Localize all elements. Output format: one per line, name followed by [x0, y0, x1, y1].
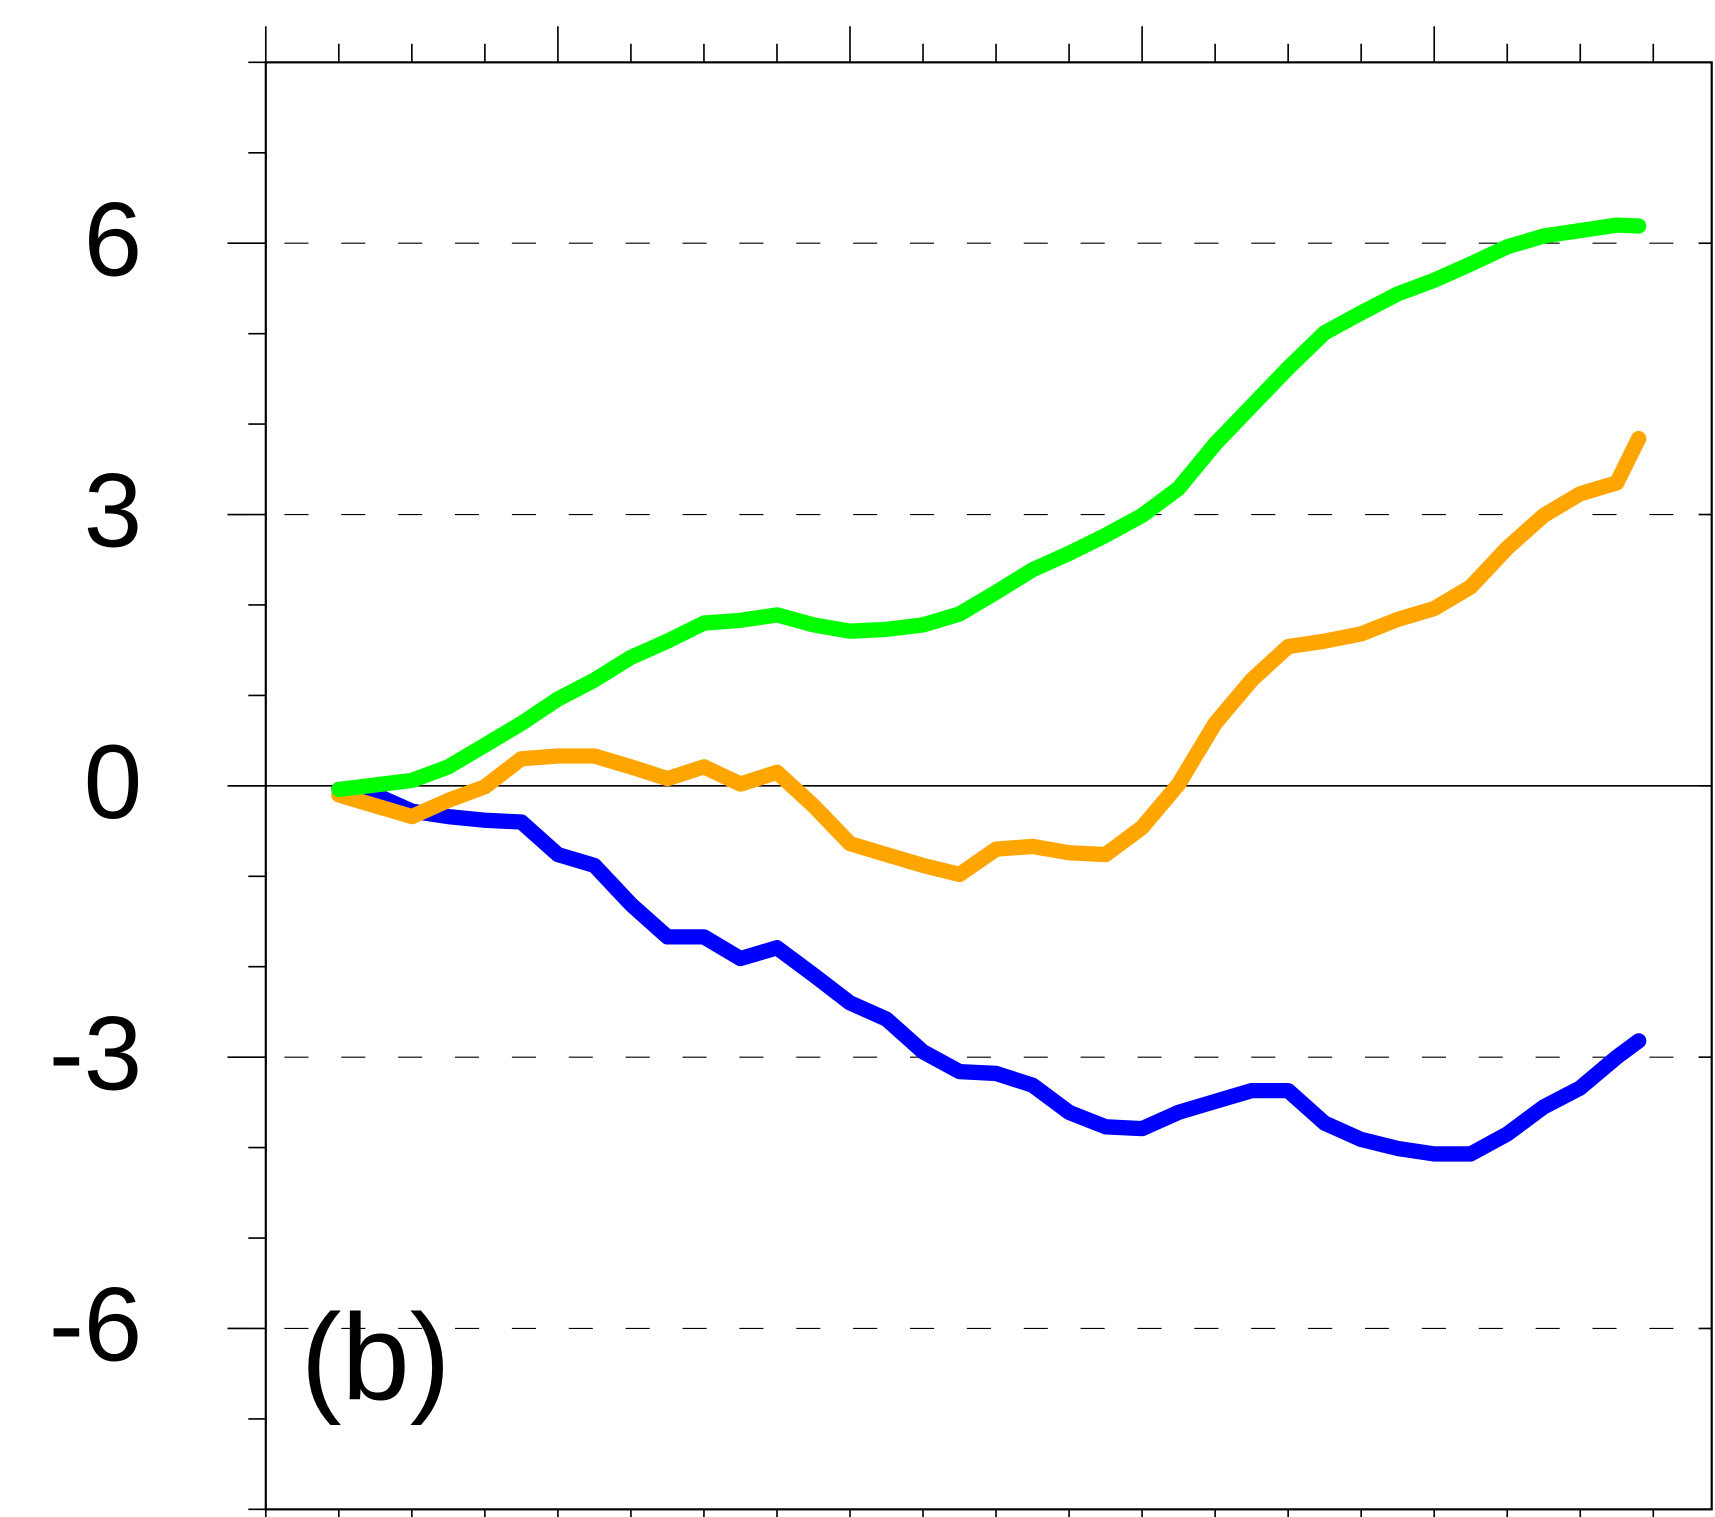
data-line	[331, 217, 1647, 798]
y-tick-label: 0	[84, 724, 142, 841]
y-tick-label: 6	[84, 181, 142, 298]
panel-label: (b)	[301, 1289, 451, 1426]
data-line	[331, 781, 1647, 1162]
y-tick-label: 3	[84, 453, 142, 570]
data-line	[331, 430, 1647, 883]
plot-frame	[264, 61, 1713, 1511]
y-tick-label: -6	[49, 1267, 142, 1384]
y-tick-label: -3	[49, 995, 142, 1112]
